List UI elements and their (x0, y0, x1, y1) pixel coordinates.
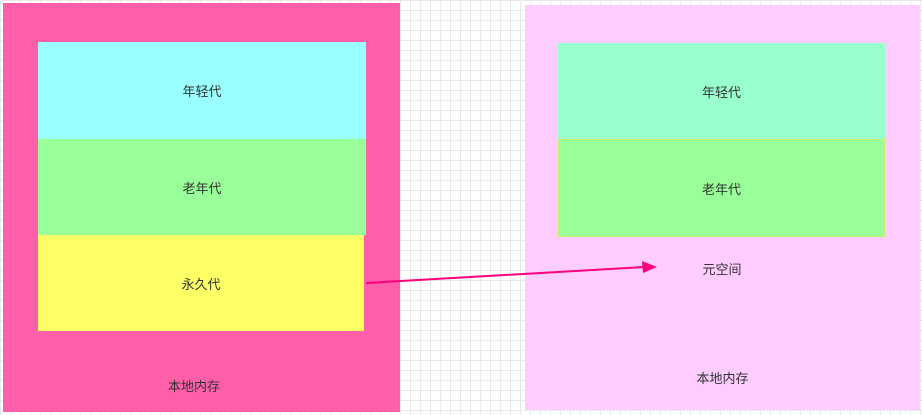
left-old-generation-label: 老年代 (182, 181, 222, 197)
right-old-generation-label: 老年代 (701, 182, 741, 198)
right-native-memory-label: 本地内存 (696, 371, 749, 387)
left-young-generation: 年轻代 (38, 42, 366, 139)
right-young-generation: 年轻代 (558, 43, 885, 139)
left-permanent-generation: 永久代 (38, 235, 364, 331)
left-old-generation: 老年代 (38, 139, 366, 235)
right-old-generation: 老年代 (558, 139, 885, 237)
left-young-generation-label: 年轻代 (182, 85, 222, 100)
left-native-memory-label: 本地内存 (167, 379, 220, 395)
right-young-generation-label: 年轻代 (701, 85, 741, 101)
left-permanent-generation-label: 永久代 (181, 277, 221, 293)
metaspace-label: 元空间 (702, 262, 742, 278)
